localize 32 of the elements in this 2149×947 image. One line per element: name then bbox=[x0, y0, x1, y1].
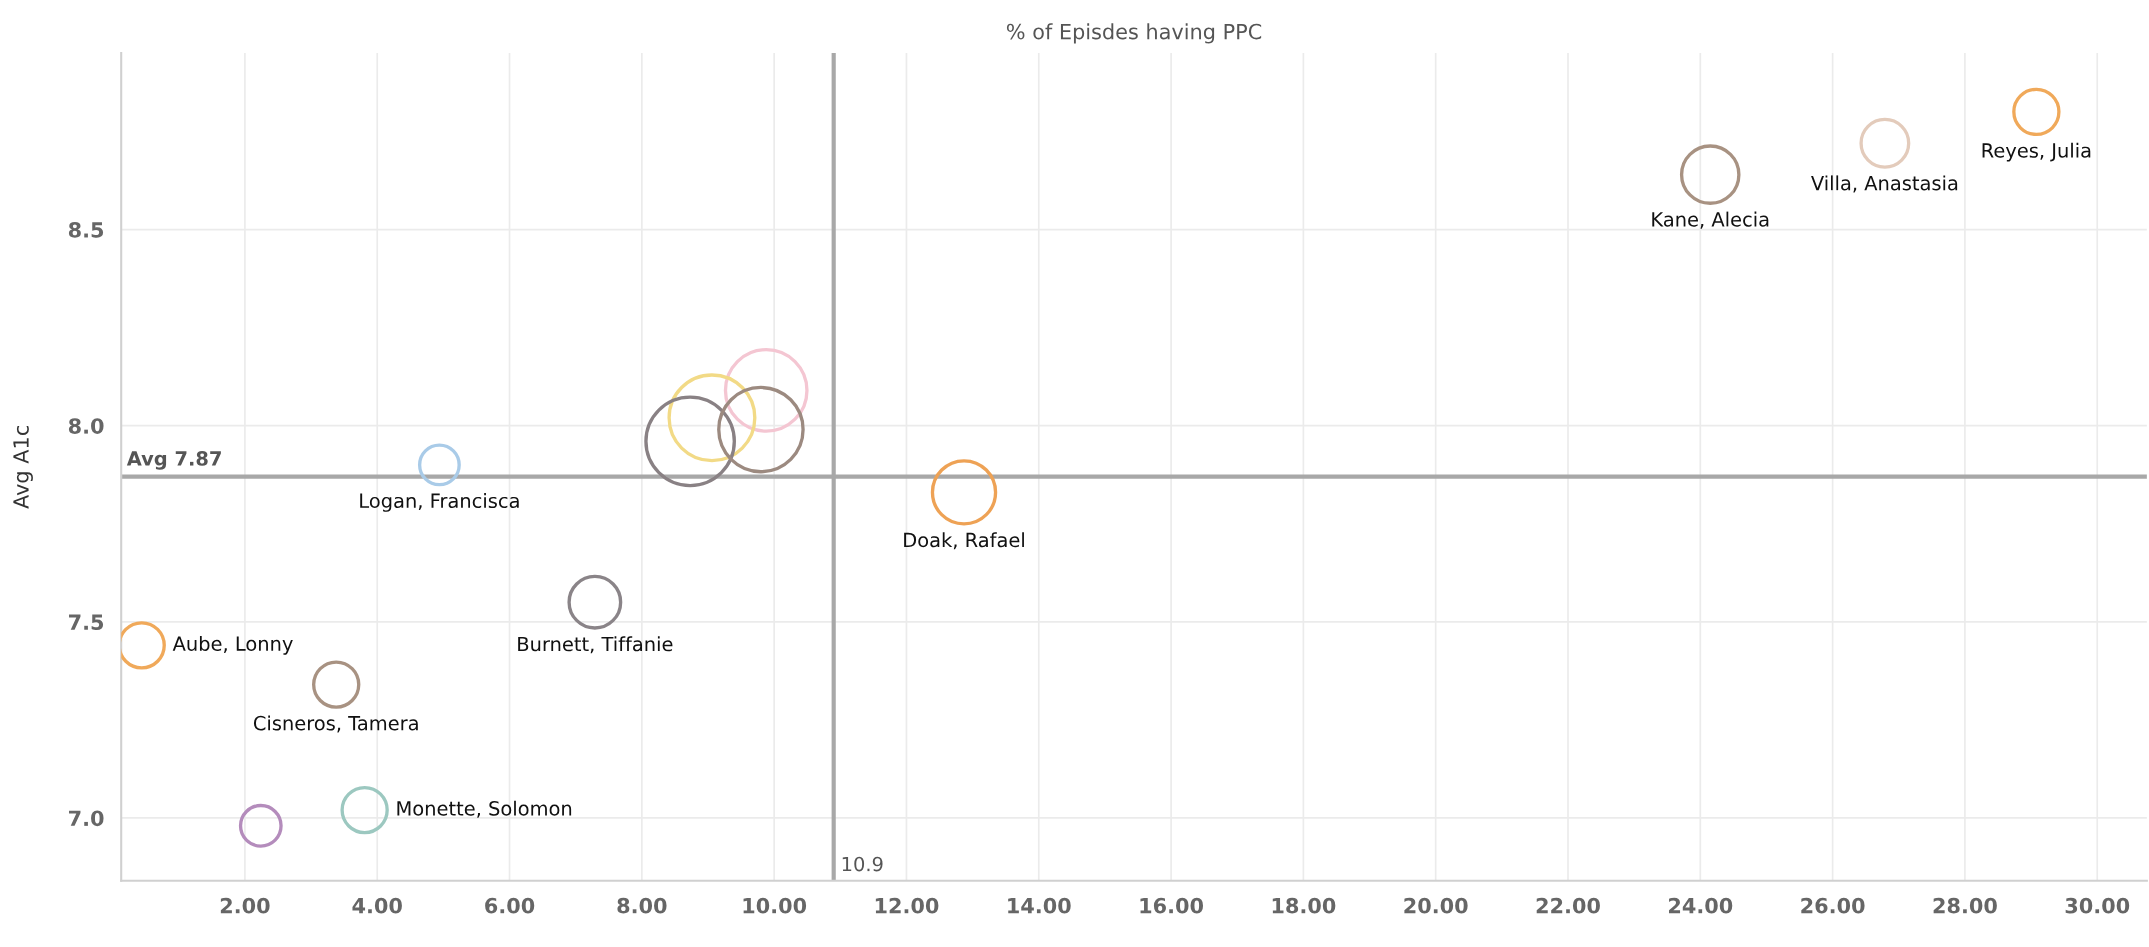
x-tick-label: 24.00 bbox=[1669, 897, 1733, 914]
series-label: Aube, Lonny bbox=[172, 635, 293, 655]
series-label: Reyes, Julia bbox=[1982, 142, 2091, 162]
series-label: Burnett, Tiffanie bbox=[518, 636, 673, 654]
y-tick-label: 7.0 bbox=[69, 810, 104, 827]
x-tick-label: 12.00 bbox=[875, 897, 939, 914]
series-label: Doak, Rafael bbox=[904, 532, 1024, 550]
x-tick-label: 8.00 bbox=[617, 897, 667, 914]
x-tick-label: 16.00 bbox=[1140, 897, 1204, 914]
x-tick-label: 20.00 bbox=[1404, 897, 1468, 914]
y-tick-label: 7.5 bbox=[69, 614, 104, 631]
x-tick-label: 22.00 bbox=[1536, 897, 1600, 914]
x-tick-label: 30.00 bbox=[2065, 897, 2130, 914]
y-tick-label: 8.0 bbox=[68, 418, 104, 434]
x-tick-label: 18.00 bbox=[1272, 897, 1336, 914]
x-tick-label: 14.00 bbox=[1008, 897, 1071, 914]
series-label: Villa, Anastasia bbox=[1811, 175, 1958, 193]
x-axis-title: % of Episdes having PPC bbox=[1006, 23, 1262, 44]
ref-line-label: Avg 7.87 bbox=[126, 451, 221, 470]
series-label: Monette, Solomon bbox=[397, 800, 572, 818]
x-tick-label: 26.00 bbox=[1801, 897, 1865, 914]
series-label: Kane, Alecia bbox=[1652, 211, 1769, 229]
x-tick-label: 6.00 bbox=[485, 897, 535, 914]
y-axis-title: Avg A1c bbox=[13, 426, 33, 509]
series-label: Cisneros, Tamera bbox=[253, 715, 418, 733]
x-tick-label: 28.00 bbox=[1933, 897, 1997, 914]
y-tick-label: 8.5 bbox=[68, 222, 104, 238]
x-tick-label: 10.00 bbox=[743, 897, 807, 914]
series-label: Logan, Francisca bbox=[360, 493, 519, 512]
x-tick-label: 4.00 bbox=[352, 897, 402, 914]
x-tick-label: 2.00 bbox=[220, 897, 270, 914]
ref-line-label: 10.9 bbox=[842, 856, 883, 872]
